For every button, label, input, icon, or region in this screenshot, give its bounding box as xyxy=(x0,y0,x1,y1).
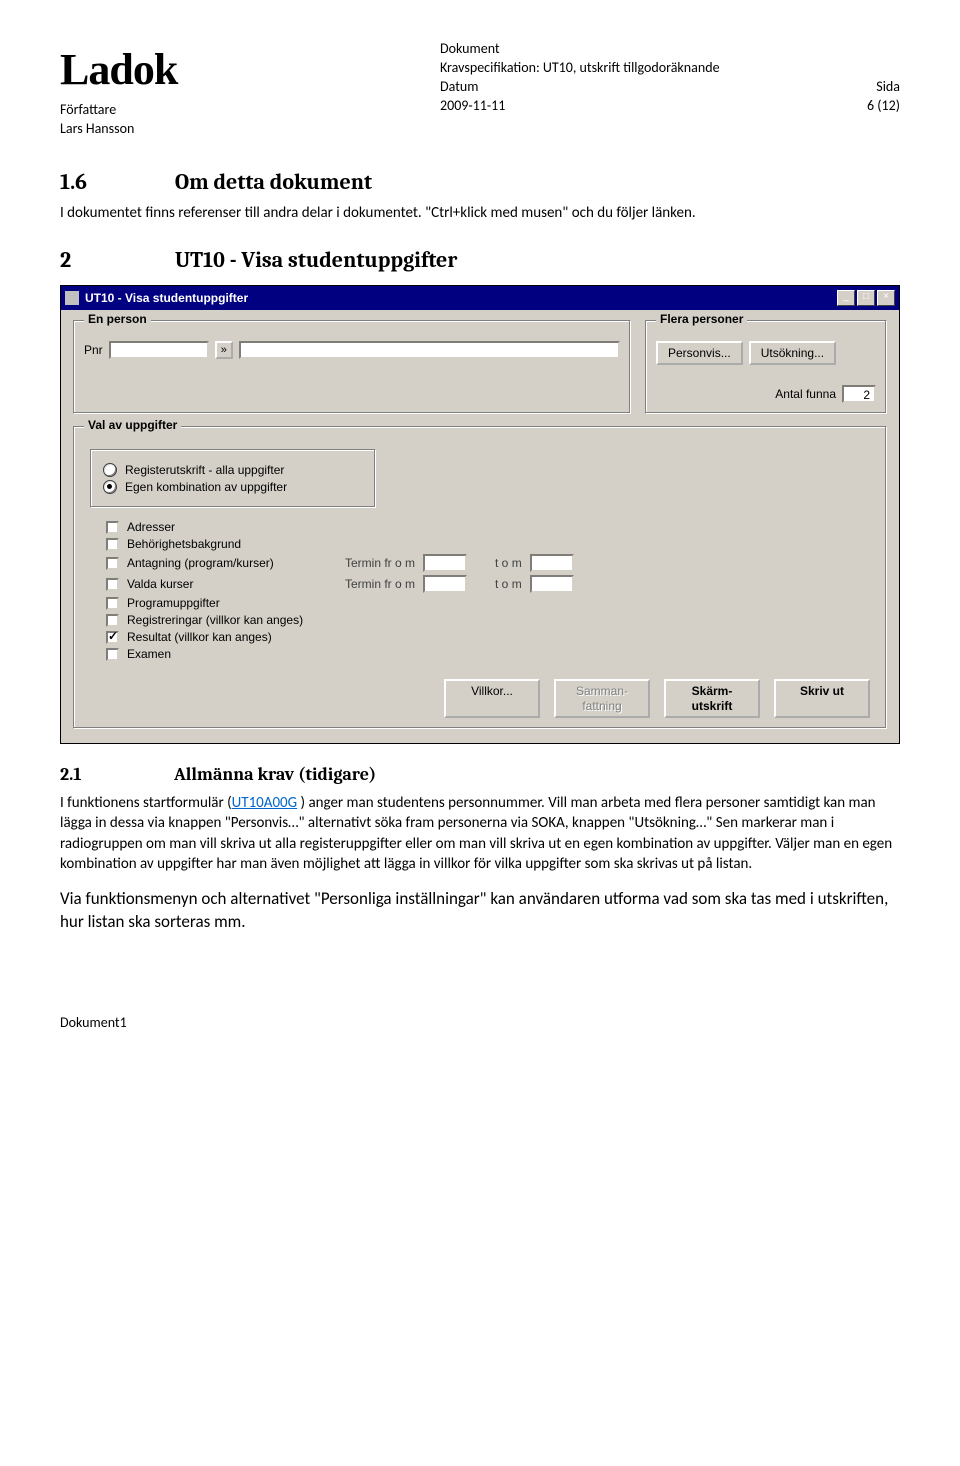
check-program-label: Programuppgifter xyxy=(127,596,220,610)
date-label: Datum xyxy=(440,78,780,97)
section-2-1-para1: I funktionens startformulär (UT10A00G ) … xyxy=(60,793,900,874)
check-behorighet[interactable]: Behörighetsbakgrund xyxy=(106,537,876,551)
section-1-6-num: 1.6 xyxy=(60,169,170,195)
author-label: Författare xyxy=(60,101,400,120)
ut10a00g-link[interactable]: UT10A00G xyxy=(232,794,298,812)
termin-tom-label-2: t o m xyxy=(495,577,522,591)
section-1-6-heading: 1.6 Om detta dokument xyxy=(60,169,900,195)
check-registreringar-label: Registreringar (villkor kan anges) xyxy=(127,613,303,627)
pnr-label: Pnr xyxy=(84,343,103,357)
radio-icon xyxy=(103,463,117,477)
villkor-button[interactable]: Villkor... xyxy=(444,679,540,718)
header-right: Sida 6 (12) xyxy=(820,40,900,139)
antal-funna-label: Antal funna xyxy=(775,387,836,401)
radio-icon xyxy=(103,480,117,494)
check-antagning[interactable]: Antagning (program/kurser) Termin fr o m… xyxy=(106,554,876,572)
personvis-button[interactable]: Personvis... xyxy=(656,341,743,365)
checkbox-icon xyxy=(106,597,119,610)
check-antagning-label: Antagning (program/kurser) xyxy=(127,556,317,570)
termin-tom-label-1: t o m xyxy=(495,556,522,570)
checkbox-icon xyxy=(106,648,119,661)
skarmutskrift-button[interactable]: Skärm- utskrift xyxy=(664,679,760,718)
termin-tom-input-1[interactable] xyxy=(530,554,574,572)
en-person-group: En person Pnr » xyxy=(73,320,631,414)
radio-box: Registerutskrift - alla uppgifter Egen k… xyxy=(90,449,376,508)
termin-tom-input-2[interactable] xyxy=(530,575,574,593)
check-programuppgifter[interactable]: Programuppgifter xyxy=(106,596,876,610)
check-valda-kurser[interactable]: Valda kurser Termin fr o m t o m xyxy=(106,575,876,593)
check-adresser-label: Adresser xyxy=(127,520,175,534)
window-client: En person Pnr » Flera personer Personvis… xyxy=(61,310,899,743)
termin-from-input-1[interactable] xyxy=(423,554,467,572)
titlebar: UT10 - Visa studentuppgifter _ □ × xyxy=(61,286,899,310)
checkbox-icon xyxy=(106,538,119,551)
check-examen-label: Examen xyxy=(127,647,171,661)
section-2-1-title: Allmänna krav (tidigare) xyxy=(174,764,376,785)
checkbox-icon xyxy=(106,521,119,534)
page-value: 6 (12) xyxy=(820,97,900,116)
termin-from-label-1: Termin fr o m xyxy=(345,556,415,570)
close-button[interactable]: × xyxy=(877,290,895,306)
checkbox-icon xyxy=(106,631,119,644)
date-value: 2009-11-11 xyxy=(440,97,780,116)
window-title: UT10 - Visa studentuppgifter xyxy=(85,291,837,305)
check-behorighet-label: Behörighetsbakgrund xyxy=(127,537,241,551)
section-2-1-para2: Via funktionsmenyn och alternativet "Per… xyxy=(60,888,900,934)
section-2-title: UT10 - Visa studentuppgifter xyxy=(175,247,457,273)
bottom-button-row: Villkor... Samman- fattning Skärm- utskr… xyxy=(84,679,876,718)
minimize-button[interactable]: _ xyxy=(837,290,855,306)
pnr-lookup-button[interactable]: » xyxy=(215,341,233,359)
section-1-6-title: Om detta dokument xyxy=(175,169,372,195)
page-label: Sida xyxy=(820,78,900,97)
section-2-1-num: 2.1 xyxy=(60,764,170,785)
window-icon xyxy=(65,291,79,305)
doc-title: Kravspecifikation: UT10, utskrift tillgo… xyxy=(440,59,780,78)
doc-label: Dokument xyxy=(440,40,780,59)
termin-from-input-2[interactable] xyxy=(423,575,467,593)
utsokning-button[interactable]: Utsökning... xyxy=(749,341,836,365)
checkbox-icon xyxy=(106,578,119,591)
pnr-name-field xyxy=(239,341,620,359)
radio-registerutskrift[interactable]: Registerutskrift - alla uppgifter xyxy=(103,463,363,477)
sammanfattning-button[interactable]: Samman- fattning xyxy=(554,679,650,718)
en-person-legend: En person xyxy=(84,312,151,326)
val-av-uppgifter-group: Val av uppgifter Registerutskrift - alla… xyxy=(73,426,887,729)
maximize-button[interactable]: □ xyxy=(857,290,875,306)
flera-personer-group: Flera personer Personvis... Utsökning...… xyxy=(645,320,887,414)
pnr-input[interactable] xyxy=(109,341,209,359)
flera-legend: Flera personer xyxy=(656,312,747,326)
section-2-1-heading: 2.1 Allmänna krav (tidigare) xyxy=(60,764,900,785)
logo: Ladok xyxy=(60,40,400,99)
radio-egen-kombination[interactable]: Egen kombination av uppgifter xyxy=(103,480,363,494)
section-2-heading: 2 UT10 - Visa studentuppgifter xyxy=(60,247,900,273)
check-registreringar[interactable]: Registreringar (villkor kan anges) xyxy=(106,613,876,627)
check-valda-label: Valda kurser xyxy=(127,577,317,591)
check-resultat[interactable]: Resultat (villkor kan anges) xyxy=(106,630,876,644)
radio-egen-kombination-label: Egen kombination av uppgifter xyxy=(125,480,287,494)
author-name: Lars Hansson xyxy=(60,120,400,139)
app-window: UT10 - Visa studentuppgifter _ □ × En pe… xyxy=(60,285,900,744)
check-examen[interactable]: Examen xyxy=(106,647,876,661)
check-adresser[interactable]: Adresser xyxy=(106,520,876,534)
checkbox-icon xyxy=(106,557,119,570)
header-mid: Dokument Kravspecifikation: UT10, utskri… xyxy=(440,40,780,139)
checkbox-icon xyxy=(106,614,119,627)
page-header: Ladok Författare Lars Hansson Dokument K… xyxy=(60,40,900,139)
termin-from-label-2: Termin fr o m xyxy=(345,577,415,591)
section-1-6-para: I dokumentet finns referenser till andra… xyxy=(60,203,900,223)
section-2-num: 2 xyxy=(60,247,170,273)
check-resultat-label: Resultat (villkor kan anges) xyxy=(127,630,272,644)
page-footer: Dokument1 xyxy=(60,1014,900,1031)
val-legend: Val av uppgifter xyxy=(84,418,181,432)
radio-registerutskrift-label: Registerutskrift - alla uppgifter xyxy=(125,463,284,477)
check-list: Adresser Behörighetsbakgrund Antagning (… xyxy=(106,520,876,661)
antal-funna-value: 2 xyxy=(842,385,876,403)
skriv-ut-button[interactable]: Skriv ut xyxy=(774,679,870,718)
header-left: Ladok Författare Lars Hansson xyxy=(60,40,400,139)
